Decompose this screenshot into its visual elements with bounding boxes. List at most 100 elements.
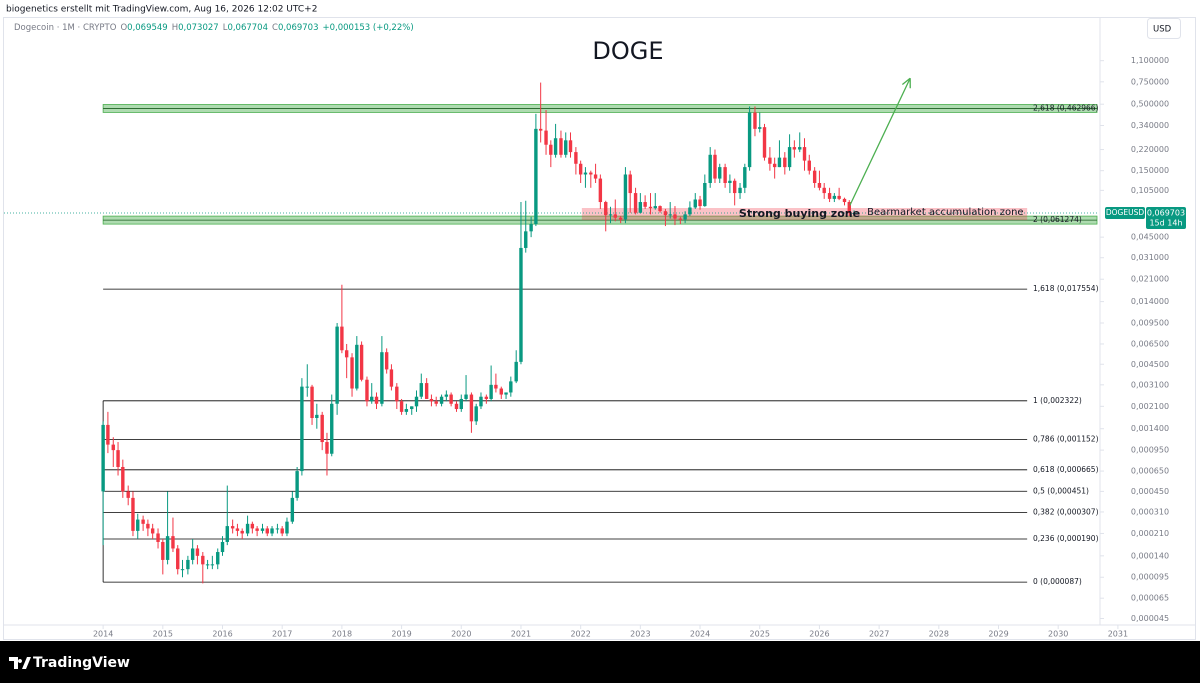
candle-body [150, 528, 155, 534]
candle-body [315, 414, 319, 419]
buying-zone [581, 207, 1028, 221]
candle-body [359, 344, 364, 380]
candle-body [583, 172, 588, 175]
ohlc-value: 0,069549 [127, 23, 168, 33]
candle-body [658, 206, 662, 212]
candle-body [265, 528, 269, 534]
y-tick-label: 0,000950 [1131, 446, 1169, 455]
y-tick-label: 0,004500 [1131, 360, 1169, 369]
candle-body [578, 163, 583, 175]
chart-title: DOGE [592, 37, 663, 65]
candle-body [300, 386, 304, 472]
candle-body [235, 528, 240, 531]
candle-body [330, 403, 334, 454]
level-label: 2,618 (0,462966) [1033, 103, 1099, 112]
candle-body [544, 130, 548, 145]
y-tick-label: 0,000045 [1131, 614, 1169, 623]
y-tick-label: 1,100000 [1131, 56, 1169, 65]
candle-body [186, 559, 190, 570]
candle-body [389, 369, 394, 387]
candle-body [593, 174, 598, 179]
candle-body [374, 396, 379, 404]
candle-body [683, 214, 687, 220]
candle-body [663, 211, 668, 216]
candle-body [240, 530, 244, 534]
candle-body [171, 536, 175, 549]
candle-body [270, 528, 274, 534]
candle-body [608, 214, 613, 216]
y-tick-label: 0,001400 [1131, 424, 1169, 433]
x-tick-label: 2026 [809, 630, 829, 639]
level-label: 1 (0,002322) [1033, 396, 1082, 405]
candle-body [444, 394, 449, 397]
price-tag-value: 0,069703 [1147, 208, 1185, 217]
candle-body [852, 212, 856, 214]
candle-body [509, 381, 513, 393]
candle-body [399, 401, 404, 412]
candle-body [111, 444, 115, 451]
y-tick-label: 0,000210 [1131, 529, 1169, 538]
price-tag-countdown: 15d 14h [1149, 218, 1182, 227]
x-tick-label: 2031 [1108, 630, 1128, 639]
candle-body [673, 214, 677, 219]
candle-body [688, 207, 692, 215]
y-tick-label: 0,105000 [1131, 186, 1169, 195]
level-label: 0,236 (0,000190) [1033, 534, 1099, 543]
y-tick-label: 0,021000 [1131, 275, 1169, 284]
zone-note: Bearmarket accumulation zone [867, 207, 1023, 218]
level-label: 0,786 (0,001152) [1033, 434, 1099, 443]
candle-body [628, 174, 632, 194]
candle-body [216, 552, 220, 565]
price-tag-box [1146, 206, 1186, 229]
candle-body [285, 521, 289, 534]
candle-body [812, 170, 817, 183]
price-tag-symbol-box [1105, 206, 1145, 219]
x-tick-label: 2022 [570, 630, 590, 639]
attribution: biogenetics erstellt mit TradingView.com… [6, 5, 317, 15]
candle-body [653, 206, 657, 209]
candle-body [250, 523, 255, 529]
y-tick-label: 0,340000 [1131, 121, 1169, 130]
candle-body [220, 541, 225, 553]
level-label: 0 (0,000087) [1033, 577, 1082, 586]
candle-body [817, 182, 822, 188]
y-tick-label: 0,000140 [1131, 551, 1169, 560]
y-tick-label: 0,000095 [1131, 573, 1169, 582]
candle-body [708, 154, 712, 183]
candle-body [633, 193, 638, 213]
candle-body [842, 198, 847, 203]
candle-body [623, 174, 628, 220]
currency-box[interactable] [1147, 18, 1181, 39]
candle-body [568, 140, 573, 153]
candle-body [384, 352, 389, 370]
candle-body [534, 128, 538, 225]
candle-body [101, 424, 105, 492]
candle-body [126, 491, 130, 498]
candle-body [141, 519, 145, 524]
x-tick-label: 2024 [690, 630, 710, 639]
candle-body [439, 396, 444, 404]
candle-body [305, 386, 309, 388]
candle-body [837, 195, 841, 199]
candle-body [847, 202, 851, 214]
candle-body [504, 392, 508, 395]
candle-body [395, 386, 399, 402]
ohlc-header: Dogecoin · 1M · CRYPTO O0,069549 H0,073027… [14, 23, 414, 33]
candle-body [549, 144, 553, 155]
currency[interactable]: USD [1153, 25, 1172, 35]
candle-body [355, 344, 359, 389]
y-tick-label: 0,150000 [1131, 166, 1169, 175]
candle-body [728, 180, 732, 183]
candle-body [598, 178, 603, 203]
ohlc-key: L [223, 23, 228, 33]
candle-body [762, 127, 767, 158]
candle-body [519, 247, 523, 362]
candle-body [195, 548, 200, 556]
symbol-line: Dogecoin · 1M · CRYPTO [14, 23, 117, 33]
candle-body [668, 214, 672, 216]
candle-body [613, 214, 617, 218]
y-tick-label: 0,000450 [1131, 487, 1169, 496]
x-tick-label: 2016 [212, 630, 232, 639]
candle-body [290, 497, 295, 522]
